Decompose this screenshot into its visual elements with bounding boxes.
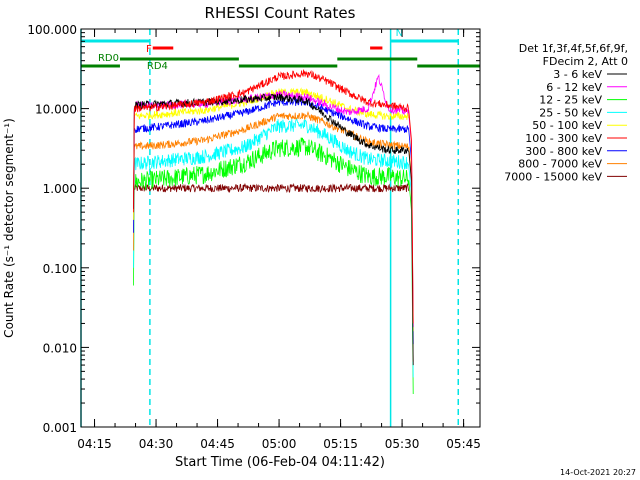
x-tick-label: 04:30: [139, 437, 174, 451]
x-tick-label: 05:00: [262, 437, 297, 451]
legend-entry-label: 12 - 25 keV: [539, 94, 602, 107]
state-bar-label: N: [396, 28, 403, 39]
plot-area: N F RD0 RD4: [80, 28, 480, 427]
x-tick-label: 05:30: [385, 437, 420, 451]
series-line: [133, 116, 414, 378]
series-line: [133, 110, 414, 362]
series-line: [133, 93, 414, 366]
x-tick-label: 04:15: [77, 437, 112, 451]
footer-timestamp: 14-Oct-2021 20:27: [560, 468, 636, 477]
series-line: [133, 69, 414, 324]
state-bar-label: F: [146, 44, 152, 55]
plot-frame: [80, 28, 481, 428]
legend-header-line-2: FDecim 2, Att 0: [543, 55, 628, 68]
legend-entry-label: 800 - 7000 keV: [518, 158, 602, 171]
series-line: [133, 97, 414, 345]
state-bar-label: RD4: [147, 61, 168, 72]
legend-entry-label: 50 - 100 keV: [532, 119, 602, 132]
legend-entry-label: 100 - 300 keV: [525, 132, 602, 145]
y-tick-label: 1.000: [43, 182, 77, 196]
y-tick-label: 0.001: [43, 421, 77, 435]
chart-title: RHESSI Count Rates: [205, 4, 356, 22]
y-tick-label: 10.000: [35, 103, 77, 117]
y-tick-label: 0.010: [43, 341, 77, 355]
legend-entry-label: 25 - 50 keV: [539, 106, 602, 119]
y-axis: 100.000 10.000 1.000 0.100 0.010 0.001: [27, 23, 480, 435]
x-tick-label: 05:15: [323, 437, 358, 451]
x-axis-label: Start Time (06-Feb-04 04:11:42): [175, 455, 385, 470]
x-tick-label: 04:45: [200, 437, 235, 451]
state-bar-label: RD0: [98, 53, 119, 64]
x-axis: 04:15 04:30 04:45 05:00 05:15 05:30 05:45: [77, 29, 481, 451]
x-tick-label: 05:45: [446, 437, 481, 451]
y-tick-label: 100.000: [27, 23, 77, 37]
series-line: [133, 137, 414, 395]
legend-entry-label: 300 - 800 keV: [525, 145, 602, 158]
y-axis-label: Count Rate (s⁻¹ detector segment⁻¹): [2, 118, 16, 338]
series-line: [133, 182, 410, 194]
y-tick-label: 0.100: [43, 262, 77, 276]
legend: Det 1f,3f,4f,5f,6f,9f, FDecim 2, Att 0 3…: [504, 42, 628, 183]
legend-entry-label: 7000 - 15000 keV: [504, 170, 602, 183]
legend-entry-label: 3 - 6 keV: [553, 68, 602, 81]
legend-entry-label: 6 - 12 keV: [546, 81, 602, 94]
legend-header-line-1: Det 1f,3f,4f,5f,6f,9f,: [519, 42, 628, 55]
